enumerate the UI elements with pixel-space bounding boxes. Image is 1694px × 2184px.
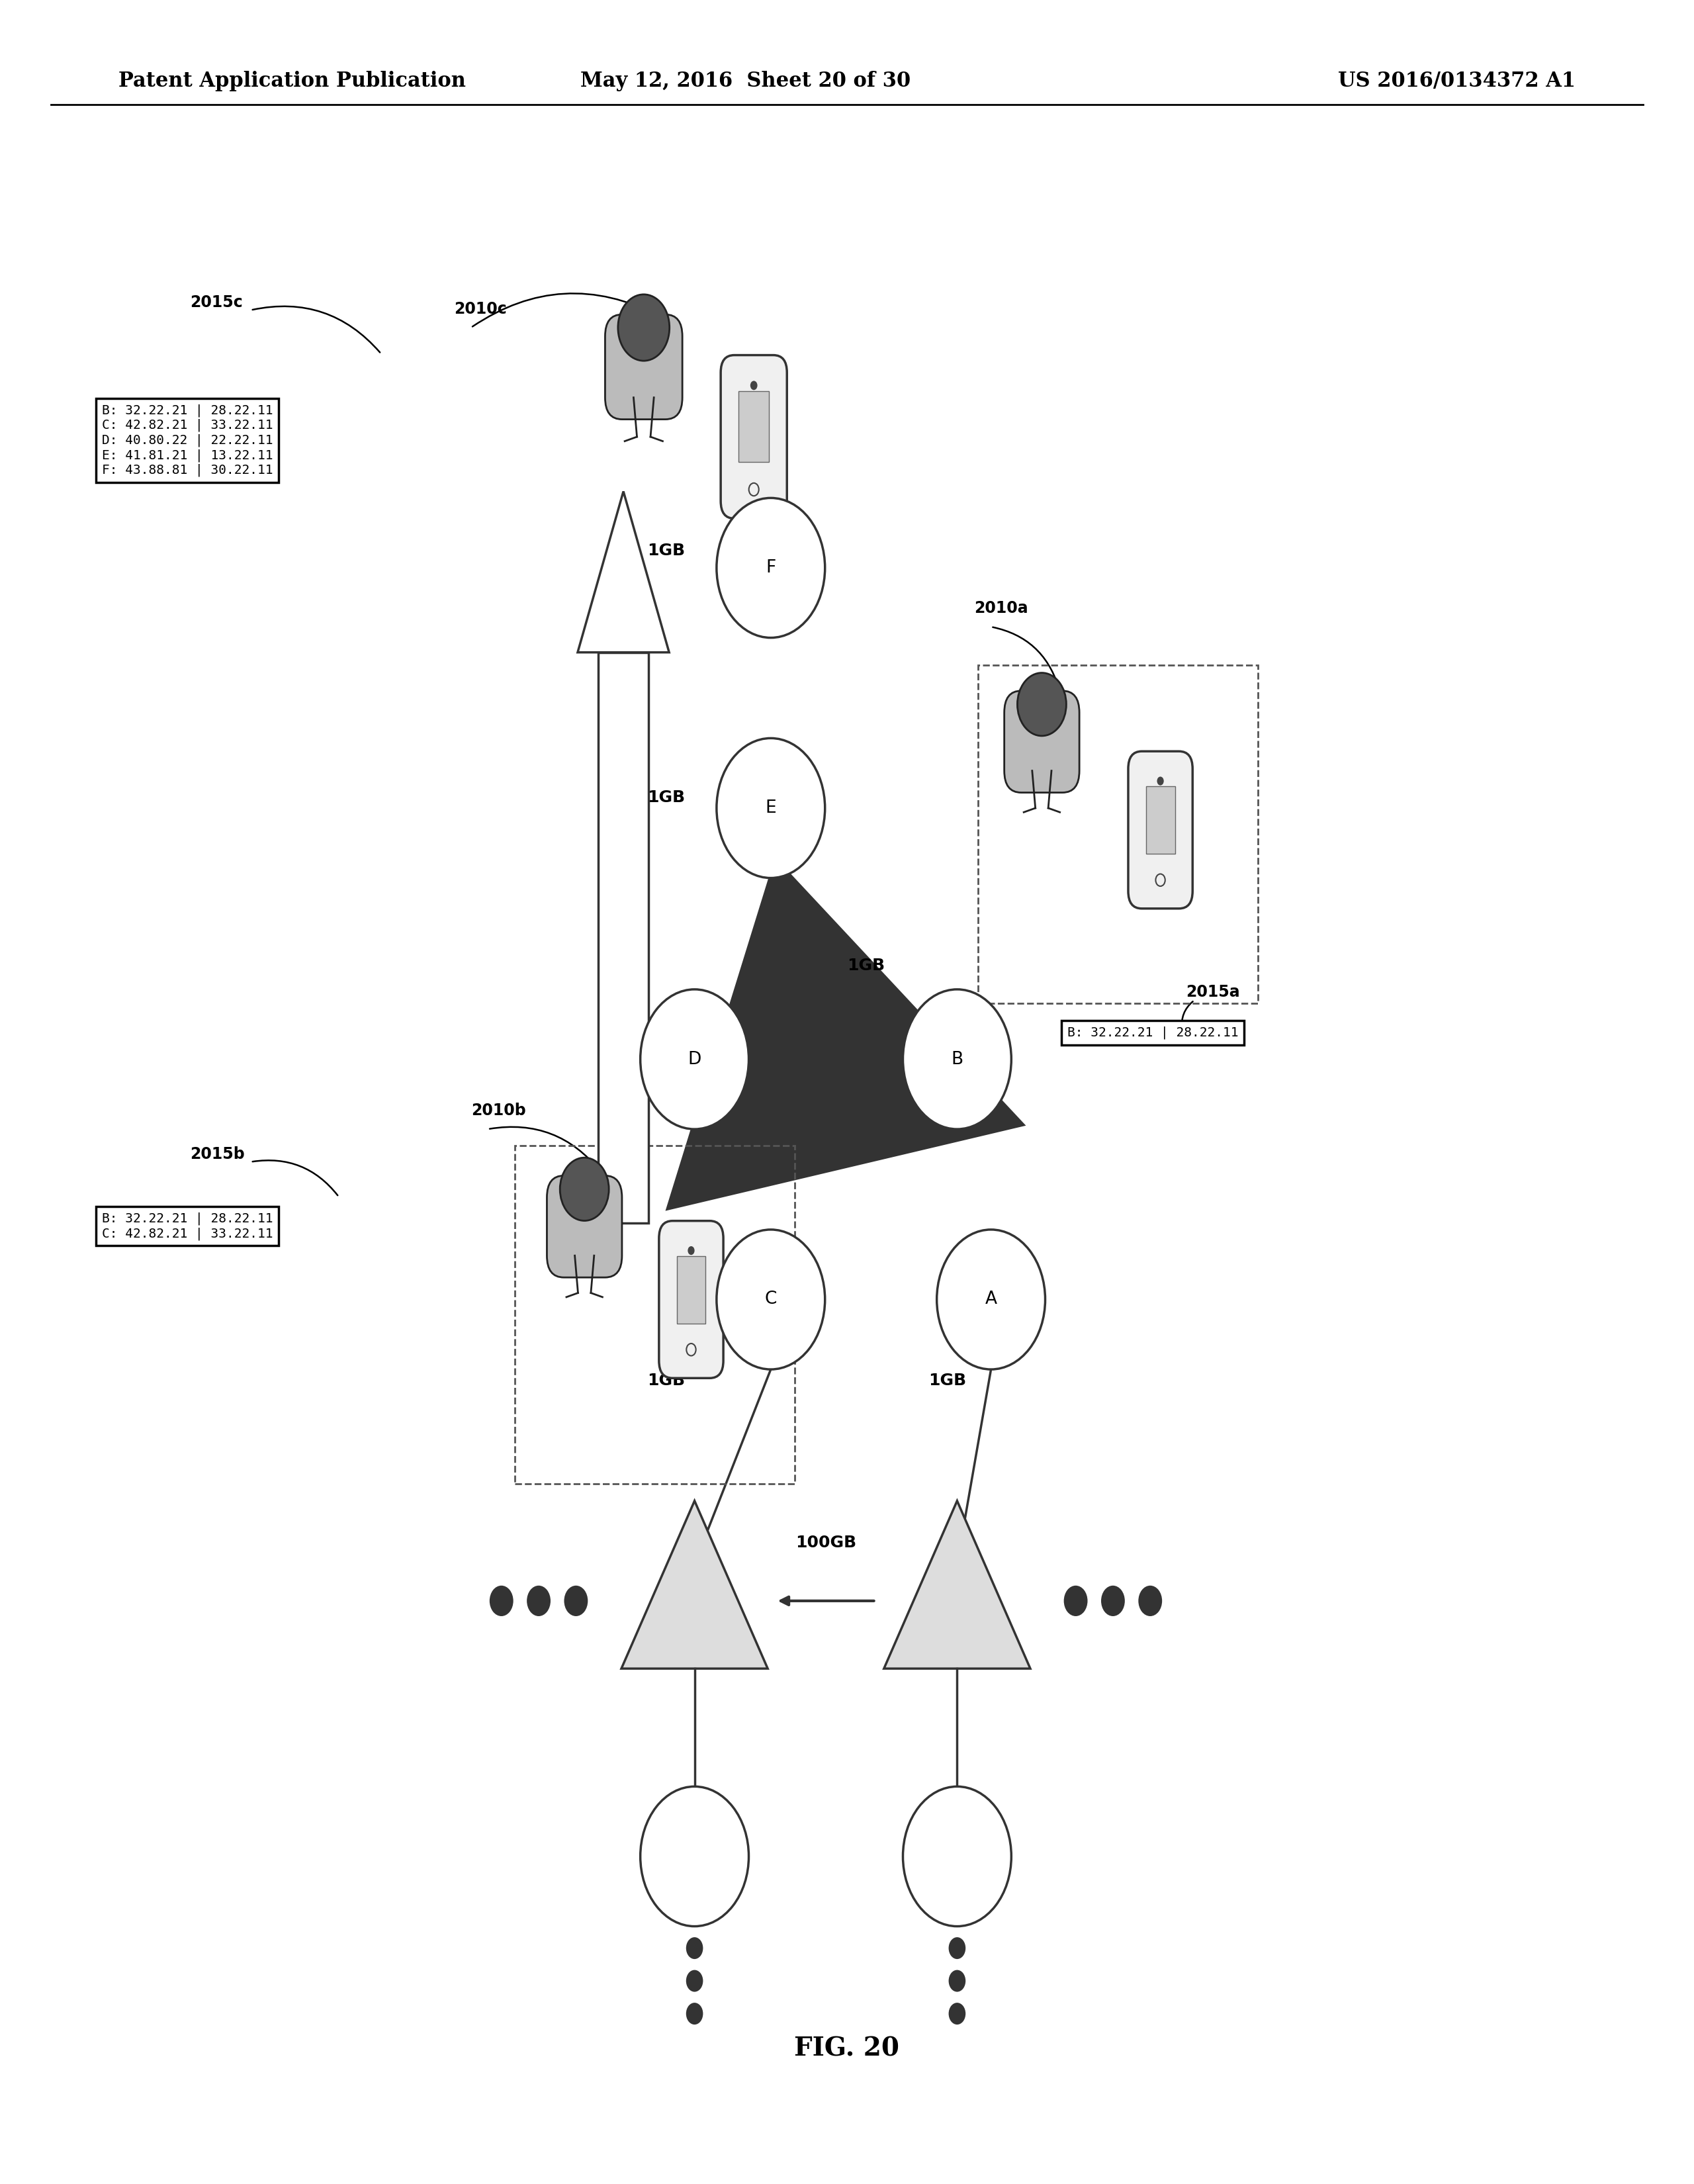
Text: B: 32.22.21 | 28.22.11
C: 42.82.21 | 33.22.11
D: 40.80.22 | 22.22.11
E: 41.81.21: B: 32.22.21 | 28.22.11 C: 42.82.21 | 33.… xyxy=(102,404,273,476)
Text: 100GB: 100GB xyxy=(796,1535,855,1551)
FancyBboxPatch shape xyxy=(547,1175,622,1278)
Text: May 12, 2016  Sheet 20 of 30: May 12, 2016 Sheet 20 of 30 xyxy=(581,70,910,92)
Text: C: C xyxy=(764,1291,778,1308)
Text: Patent Application Publication: Patent Application Publication xyxy=(119,70,466,92)
FancyBboxPatch shape xyxy=(1005,690,1079,793)
Circle shape xyxy=(717,498,825,638)
Circle shape xyxy=(903,989,1011,1129)
Circle shape xyxy=(490,1586,513,1616)
Text: 2010a: 2010a xyxy=(974,601,1028,616)
Text: B: 32.22.21 | 28.22.11: B: 32.22.21 | 28.22.11 xyxy=(1067,1026,1238,1040)
Text: 1GB: 1GB xyxy=(647,1040,684,1057)
Circle shape xyxy=(1157,778,1164,786)
Text: B: 32.22.21 | 28.22.11
C: 42.82.21 | 33.22.11: B: 32.22.21 | 28.22.11 C: 42.82.21 | 33.… xyxy=(102,1212,273,1241)
FancyBboxPatch shape xyxy=(720,356,788,518)
Text: 1GB: 1GB xyxy=(928,1372,966,1389)
Polygon shape xyxy=(622,1500,767,1669)
Text: 2015c: 2015c xyxy=(190,295,242,310)
Circle shape xyxy=(717,738,825,878)
Text: E: E xyxy=(766,799,776,817)
Text: 2015b: 2015b xyxy=(190,1147,244,1162)
FancyBboxPatch shape xyxy=(1128,751,1193,909)
FancyBboxPatch shape xyxy=(1145,786,1176,854)
Circle shape xyxy=(949,2003,966,2025)
Circle shape xyxy=(949,1970,966,1992)
Circle shape xyxy=(1138,1586,1162,1616)
Text: 1GB: 1GB xyxy=(647,788,684,806)
Circle shape xyxy=(640,1787,749,1926)
Text: 1GB: 1GB xyxy=(647,1372,684,1389)
Text: 2015a: 2015a xyxy=(1186,985,1240,1000)
Circle shape xyxy=(937,1230,1045,1369)
Circle shape xyxy=(618,295,669,360)
Circle shape xyxy=(686,1937,703,1959)
FancyBboxPatch shape xyxy=(676,1256,706,1324)
Polygon shape xyxy=(578,491,669,653)
Text: 2010b: 2010b xyxy=(471,1103,525,1118)
Circle shape xyxy=(640,989,749,1129)
Circle shape xyxy=(1018,673,1066,736)
Text: D: D xyxy=(688,1051,701,1068)
Text: FIG. 20: FIG. 20 xyxy=(794,2035,900,2062)
Circle shape xyxy=(686,2003,703,2025)
Text: 1GB: 1GB xyxy=(847,957,884,974)
FancyBboxPatch shape xyxy=(605,314,683,419)
Circle shape xyxy=(1101,1586,1125,1616)
Circle shape xyxy=(561,1158,608,1221)
Circle shape xyxy=(717,1230,825,1369)
Text: 2010c: 2010c xyxy=(454,301,507,317)
Circle shape xyxy=(564,1586,588,1616)
Text: A: A xyxy=(984,1291,998,1308)
FancyBboxPatch shape xyxy=(598,653,649,1223)
Text: B: B xyxy=(950,1051,964,1068)
Polygon shape xyxy=(884,1500,1030,1669)
FancyBboxPatch shape xyxy=(739,391,769,461)
Circle shape xyxy=(949,1937,966,1959)
Circle shape xyxy=(688,1247,695,1256)
Text: 1GB: 1GB xyxy=(647,542,684,559)
Circle shape xyxy=(527,1586,551,1616)
FancyBboxPatch shape xyxy=(659,1221,723,1378)
Circle shape xyxy=(1064,1586,1088,1616)
Text: US 2016/0134372 A1: US 2016/0134372 A1 xyxy=(1338,70,1575,92)
Circle shape xyxy=(750,380,757,391)
Circle shape xyxy=(903,1787,1011,1926)
Text: F: F xyxy=(766,559,776,577)
Circle shape xyxy=(686,1970,703,1992)
